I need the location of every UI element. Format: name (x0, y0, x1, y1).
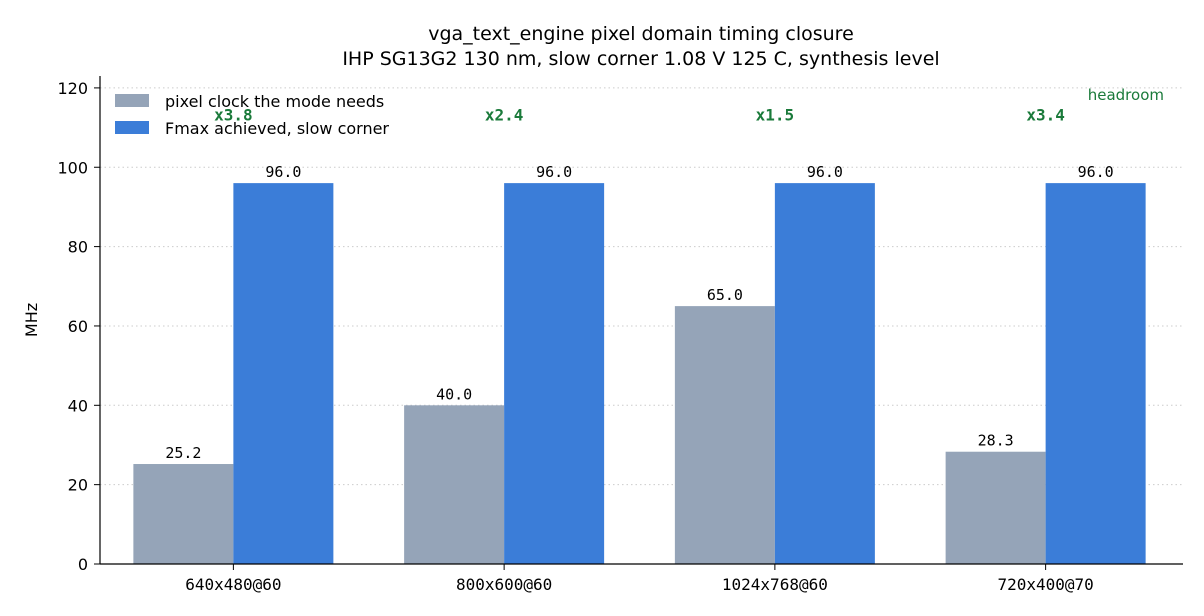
headroom-ratio: x1.5 (756, 105, 795, 124)
bars (133, 183, 1146, 564)
bar-value-label: 96.0 (1078, 163, 1114, 181)
headroom-ratio: x3.8 (214, 105, 253, 124)
legend-label: Fmax achieved, slow corner (165, 119, 389, 138)
headroom-annotation: headroom (1088, 86, 1164, 104)
legend: pixel clock the mode needs Fmax achieved,… (115, 92, 389, 138)
bar (1045, 183, 1146, 564)
x-tick-label: 640x480@60 (185, 575, 281, 594)
headroom-ratio: x3.4 (1026, 105, 1065, 124)
legend-label: pixel clock the mode needs (165, 92, 384, 111)
bar (233, 183, 334, 564)
x-tick-label: 720x400@70 (997, 575, 1093, 594)
bar (945, 451, 1046, 564)
x-tick-label: 1024x768@60 (722, 575, 828, 594)
bar-value-label: 25.2 (165, 444, 201, 462)
y-tick-label: 60 (68, 317, 88, 336)
bar (133, 464, 234, 564)
bar-value-label: 96.0 (265, 163, 301, 181)
y-tick-label: 80 (68, 238, 88, 257)
y-tick-label: 120 (57, 79, 88, 98)
bar-value-label: 96.0 (807, 163, 843, 181)
bar (674, 306, 775, 564)
y-axis-label: MHz (22, 303, 41, 337)
axes (94, 76, 1183, 570)
bar (774, 183, 875, 564)
x-tick-label: 800x600@60 (456, 575, 552, 594)
bar (404, 405, 505, 564)
chart-subtitle: IHP SG13G2 130 nm, slow corner 1.08 V 12… (342, 48, 939, 70)
bar-value-label: 65.0 (707, 286, 743, 304)
y-tick-label: 20 (68, 476, 88, 495)
bar-value-label: 28.3 (978, 432, 1014, 450)
bar (504, 183, 605, 564)
x-tick-labels: 640x480@60 800x600@60 1024x768@60 720x400@7… (185, 575, 1094, 594)
bar-value-label: 40.0 (436, 385, 472, 403)
headroom-ratio: x2.4 (485, 105, 524, 124)
headroom-ratios: x3.8 x2.4 x1.5 x3.4 (214, 105, 1065, 124)
bar-value-label: 96.0 (536, 163, 572, 181)
y-tick-label: 40 (68, 396, 88, 415)
y-tick-labels: 0 20 40 60 80 100 120 (57, 79, 88, 574)
legend-swatch (115, 121, 149, 134)
y-tick-label: 100 (57, 158, 88, 177)
legend-swatch (115, 94, 149, 107)
y-tick-label: 0 (78, 555, 88, 574)
value-labels: 25.2 96.0 40.0 96.0 65.0 96.0 28.3 96.0 (165, 163, 1113, 462)
chart-title: vga_text_engine pixel domain timing clos… (428, 23, 854, 45)
